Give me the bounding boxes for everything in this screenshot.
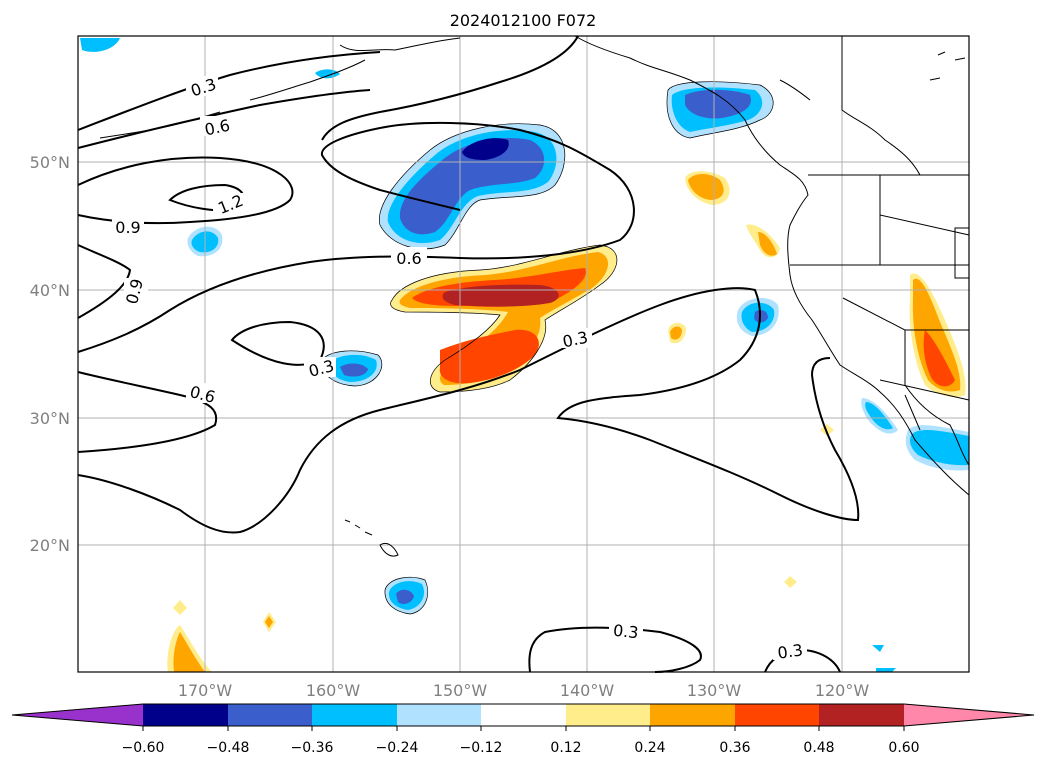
contour-label: 0.6 xyxy=(203,116,232,140)
colorbar-tick-label: −0.36 xyxy=(291,740,334,756)
colorbar-tick-label: −0.24 xyxy=(376,740,419,756)
colorbar-bin xyxy=(143,704,228,726)
filled-anomalies xyxy=(80,38,969,672)
lat-label: 20°N xyxy=(30,536,70,555)
colorbar-tick-label: 0.48 xyxy=(803,740,834,756)
fill-outlines xyxy=(321,81,774,615)
colorbar-bin xyxy=(228,704,312,726)
contour-label: 0.3 xyxy=(561,328,590,352)
contour-label: 0.3 xyxy=(776,640,804,662)
lon-label: 150°W xyxy=(433,681,488,700)
lon-label: 120°W xyxy=(815,681,870,700)
lon-label: 130°W xyxy=(687,681,742,700)
map-frame xyxy=(77,35,970,673)
contour-label: 0.3 xyxy=(612,621,639,643)
colorbar-bin xyxy=(481,704,566,726)
colorbar-tick-label: 0.24 xyxy=(634,740,665,756)
lat-label: 30°N xyxy=(30,409,70,428)
colorbar-bin xyxy=(735,704,819,726)
lon-label: 170°W xyxy=(178,681,233,700)
contour-label: 0.6 xyxy=(396,249,421,268)
colorbar-tick-label: −0.48 xyxy=(207,740,250,756)
contour-label: 0.9 xyxy=(115,218,140,237)
colorbar-tick-label: 0.36 xyxy=(719,740,750,756)
colorbar-extend-high xyxy=(904,704,1034,726)
contour-lines xyxy=(77,35,860,673)
colorbar-bin xyxy=(397,704,481,726)
colorbar-bin xyxy=(819,704,904,726)
lon-label: 160°W xyxy=(306,681,361,700)
map-title: 2024012100 F072 xyxy=(450,11,597,30)
colorbar-bin xyxy=(312,704,397,726)
colorbar-extend-low xyxy=(12,704,143,726)
colorbar: −0.60 −0.48 −0.36 −0.24 −0.12 0.12 0.24 … xyxy=(11,703,1035,756)
colorbar-tick-label: 0.12 xyxy=(550,740,581,756)
longitude-labels: 170°W 160°W 150°W 140°W 130°W 120°W xyxy=(178,681,870,700)
colorbar-tick-label: 0.60 xyxy=(888,740,919,756)
colorbar-bin xyxy=(566,704,650,726)
colorbar-tick-label: −0.60 xyxy=(122,740,165,756)
colorbar-tick-label: −0.12 xyxy=(460,740,503,756)
lat-label: 50°N xyxy=(30,153,70,172)
lat-label: 40°N xyxy=(30,281,70,300)
lon-label: 140°W xyxy=(560,681,615,700)
latitude-labels: 50°N 40°N 30°N 20°N xyxy=(30,153,70,555)
colorbar-bin xyxy=(650,704,735,726)
contour-labels: 0.3 0.6 1.2 0.9 0.9 0.6 0.3 0.6 0.3 0.3 … xyxy=(112,74,807,663)
